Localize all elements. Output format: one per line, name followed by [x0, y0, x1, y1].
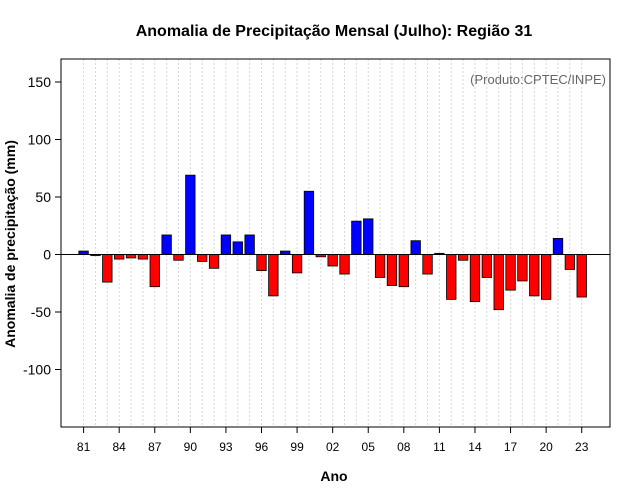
- x-tick-label: 90: [184, 440, 198, 454]
- y-tick-label: 150: [28, 74, 52, 90]
- bar-1987: [149, 254, 160, 288]
- x-tick-label: 20: [539, 440, 553, 454]
- y-tick-label: 0: [43, 247, 51, 263]
- x-tick-label: 11: [433, 440, 446, 454]
- bar-2022: [564, 254, 576, 270]
- x-tick-label: 02: [326, 440, 340, 454]
- bar-2018: [517, 254, 528, 282]
- bar-2020: [540, 254, 552, 300]
- bar-2015: [481, 254, 492, 278]
- bar-1981: [78, 250, 89, 255]
- bar-1993: [220, 234, 232, 255]
- bar-1992: [208, 254, 220, 269]
- bar-1986: [137, 254, 149, 260]
- x-tick-label: 23: [575, 440, 589, 454]
- y-tick-label: 50: [35, 189, 51, 205]
- bar-2016: [493, 254, 504, 311]
- bar-1996: [256, 254, 267, 272]
- x-tick-label: 08: [397, 440, 411, 454]
- bar-1997: [268, 254, 279, 297]
- bar-2007: [386, 254, 398, 286]
- bar-1991: [197, 254, 208, 262]
- x-axis: 81 84 87 90 93 96 99 02 05 08 11 14 17 20 23: [77, 427, 589, 454]
- bar-2004: [351, 220, 362, 255]
- bar-1990: [185, 174, 196, 255]
- bars: [78, 174, 587, 311]
- bar-2014: [469, 254, 481, 303]
- y-tick-label: -100: [23, 362, 51, 378]
- bar-2023: [576, 254, 587, 298]
- bar-1989: [173, 254, 184, 261]
- bar-2021: [552, 237, 564, 255]
- y-tick-label: 100: [28, 132, 52, 148]
- bar-2010: [422, 254, 433, 275]
- x-tick-label: 93: [219, 440, 233, 454]
- credit-label: (Produto:CPTEC/INPE): [470, 72, 606, 87]
- x-tick-label: 87: [148, 440, 162, 454]
- x-axis-label: Ano: [320, 468, 347, 484]
- bar-2008: [398, 254, 409, 288]
- bar-2000: [303, 190, 315, 255]
- bar-1999: [291, 254, 303, 274]
- bar-2013: [457, 254, 469, 261]
- bar-1998: [280, 250, 291, 255]
- bar-2009: [410, 240, 421, 255]
- x-tick-label: 96: [255, 440, 269, 454]
- x-tick-label: 81: [77, 440, 91, 454]
- x-tick-label: 14: [468, 440, 482, 454]
- y-tick-label: -50: [31, 304, 51, 320]
- bar-2017: [505, 254, 516, 291]
- bar-1985: [125, 254, 137, 259]
- gridlines: [83, 59, 583, 427]
- x-tick-label: 99: [290, 440, 304, 454]
- bar-1984: [114, 254, 125, 260]
- bar-2012: [446, 254, 457, 300]
- bar-1988: [161, 234, 172, 255]
- x-tick-label: 84: [113, 440, 127, 454]
- x-tick-label: 05: [362, 440, 376, 454]
- x-tick-label: 17: [504, 440, 518, 454]
- bar-1994: [232, 241, 243, 255]
- bar-1995: [244, 234, 255, 255]
- chart-title: Anomalia de Precipitação Mensal (Julho):…: [136, 23, 533, 40]
- bar-2019: [529, 254, 540, 297]
- y-axis-label: Anomalia de precipitação (mm): [2, 140, 18, 348]
- bar-2002: [327, 254, 338, 267]
- bar-1983: [102, 254, 113, 283]
- bar-2003: [339, 254, 350, 275]
- bar-2005: [363, 218, 374, 255]
- plot-frame: [60, 58, 611, 428]
- y-axis: -100 -50 0 50 100 150: [23, 74, 61, 378]
- bar-2006: [374, 254, 386, 278]
